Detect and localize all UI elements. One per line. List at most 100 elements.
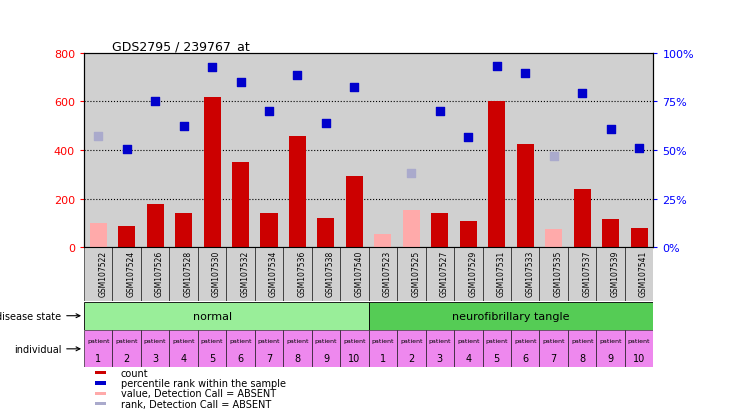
Bar [340, 54, 369, 248]
Point [349, 84, 361, 91]
Bar [397, 248, 426, 301]
Text: neurofibrillary tangle: neurofibrillary tangle [453, 311, 569, 321]
Point [577, 90, 588, 97]
Bar [460, 221, 477, 248]
Bar [340, 248, 369, 301]
Bar [574, 190, 591, 248]
Bar [226, 330, 255, 368]
Point [206, 65, 218, 71]
Bar [346, 176, 363, 248]
Text: normal: normal [193, 311, 231, 321]
Text: 4: 4 [180, 353, 187, 363]
Bar [625, 330, 653, 368]
Bar [340, 330, 369, 368]
Bar [112, 54, 141, 248]
Bar [175, 214, 192, 248]
Text: patient: patient [571, 338, 593, 343]
Text: rank, Detection Call = ABSENT: rank, Detection Call = ABSENT [121, 399, 272, 409]
Bar [539, 330, 568, 368]
Bar [511, 54, 539, 248]
Bar [454, 248, 483, 301]
Bar [198, 330, 226, 368]
Text: percentile rank within the sample: percentile rank within the sample [121, 378, 286, 388]
Bar [204, 97, 220, 248]
Text: 9: 9 [607, 353, 614, 363]
Bar [403, 210, 420, 248]
Text: patient: patient [343, 338, 366, 343]
Text: GSM107541: GSM107541 [639, 250, 648, 297]
Bar [539, 54, 568, 248]
Bar [511, 248, 539, 301]
Bar [84, 54, 112, 248]
Point [178, 123, 190, 130]
Bar [431, 214, 448, 248]
Text: 1: 1 [95, 353, 101, 363]
Point [463, 134, 474, 141]
Text: GSM107526: GSM107526 [155, 250, 164, 297]
Point [548, 154, 559, 160]
Point [149, 99, 161, 105]
Text: value, Detection Call = ABSENT: value, Detection Call = ABSENT [121, 388, 276, 399]
Text: 10: 10 [633, 353, 645, 363]
Text: GSM107531: GSM107531 [496, 250, 506, 297]
Point [263, 109, 274, 115]
Text: GSM107530: GSM107530 [212, 250, 221, 297]
Text: patient: patient [115, 338, 138, 343]
Text: patient: patient [599, 338, 622, 343]
Text: GSM107523: GSM107523 [383, 250, 392, 297]
Text: patient: patient [542, 338, 565, 343]
Text: patient: patient [628, 338, 650, 343]
Bar [483, 330, 511, 368]
Point [604, 127, 616, 133]
Bar [602, 220, 619, 248]
Text: 3: 3 [437, 353, 443, 363]
Bar [118, 226, 135, 248]
Bar [96, 402, 106, 406]
Bar [511, 330, 539, 368]
Bar [369, 248, 397, 301]
Text: GSM107529: GSM107529 [469, 250, 477, 297]
Bar [147, 204, 164, 248]
Text: individual: individual [14, 344, 80, 354]
Text: GSM107539: GSM107539 [610, 250, 620, 297]
Bar [96, 381, 106, 385]
Text: GSM107525: GSM107525 [412, 250, 420, 297]
Text: 5: 5 [209, 353, 215, 363]
Bar [596, 330, 625, 368]
Text: 8: 8 [579, 353, 585, 363]
Bar [255, 248, 283, 301]
Bar [369, 54, 397, 248]
Text: patient: patient [286, 338, 309, 343]
Bar [283, 330, 312, 368]
Text: patient: patient [457, 338, 480, 343]
Point [292, 72, 304, 79]
Text: 2: 2 [123, 353, 130, 363]
Bar [261, 214, 277, 248]
Bar [312, 248, 340, 301]
Point [121, 146, 133, 153]
Text: 1: 1 [380, 353, 386, 363]
Text: 6: 6 [522, 353, 529, 363]
Text: 10: 10 [348, 353, 361, 363]
Bar [568, 54, 596, 248]
Text: GDS2795 / 239767_at: GDS2795 / 239767_at [112, 40, 250, 52]
Bar [90, 223, 107, 248]
Bar [198, 54, 226, 248]
Text: 7: 7 [550, 353, 557, 363]
Bar [283, 248, 312, 301]
Bar [169, 330, 198, 368]
Text: GSM107522: GSM107522 [98, 250, 107, 297]
Bar [454, 330, 483, 368]
Point [434, 109, 445, 115]
Bar [568, 248, 596, 301]
Bar [84, 248, 112, 301]
Bar [289, 136, 306, 248]
Bar [631, 228, 648, 248]
Bar [312, 330, 340, 368]
Bar [454, 54, 483, 248]
Text: 2: 2 [408, 353, 415, 363]
Text: patient: patient [315, 338, 337, 343]
Bar [112, 330, 141, 368]
Bar [374, 235, 391, 248]
Text: GSM107535: GSM107535 [553, 250, 563, 297]
